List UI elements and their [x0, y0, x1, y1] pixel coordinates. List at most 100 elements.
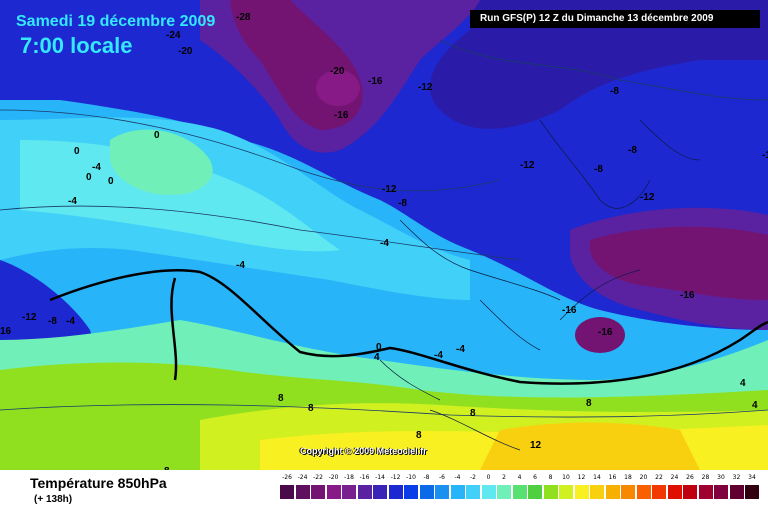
contour-label: -8: [628, 145, 637, 156]
forecast-date: Samedi 19 décembre 2009: [16, 13, 216, 30]
legend-tick-label: 24: [670, 474, 679, 481]
contour-label: -28: [236, 12, 251, 23]
contour-label: -8: [594, 164, 603, 175]
contour-label: -24: [166, 30, 181, 41]
legend-tick-label: -22: [313, 474, 323, 481]
contour-label: 0: [86, 172, 92, 183]
legend-swatch: [745, 485, 759, 499]
contour-label: 0: [376, 342, 382, 353]
contour-label: -1: [762, 150, 768, 161]
contour-label: 4: [740, 378, 746, 389]
contour-label: -16: [598, 327, 613, 338]
legend-swatch: [574, 485, 589, 499]
legend-tick-label: 0: [486, 474, 491, 481]
legend-swatch: [419, 485, 434, 499]
legend-swatch: [295, 485, 310, 499]
legend-tick-label: -12: [390, 474, 401, 481]
legend-swatch: [543, 485, 558, 499]
legend-swatch: [373, 485, 387, 499]
legend-swatch: [714, 485, 728, 499]
contour-label: 0: [74, 146, 80, 157]
legend-tick-label: -8: [423, 474, 430, 481]
contour-label: -8: [48, 316, 57, 327]
legend-tick-label: 28: [701, 474, 710, 481]
legend-tick-label: -24: [297, 474, 308, 481]
copyright-notice: Copyright © 2009 Meteociel.fr: [300, 446, 427, 456]
legend-tick-label: -26: [282, 474, 292, 481]
cold-region-arctic: [140, 0, 768, 129]
near-zero-band: [20, 140, 340, 252]
legend-swatch: [559, 485, 573, 499]
legend-swatch: [590, 485, 604, 499]
legend-tick-label: 2: [502, 474, 506, 481]
cold-pool-center: [316, 70, 360, 106]
legend-tick-label: 26: [686, 474, 694, 481]
zero-isotherm-branch: [170, 277, 178, 381]
legend-tick-label: 32: [732, 474, 741, 481]
contour-label: -12: [22, 312, 37, 323]
legend-swatch: [636, 485, 651, 499]
legend-tick-label: 12: [577, 474, 586, 481]
legend-swatch: [512, 485, 527, 499]
warm-island: [110, 129, 213, 195]
legend-swatch: [435, 485, 449, 499]
legend-tick-label: 22: [655, 474, 663, 481]
forecast-hour: (+ 138h): [34, 494, 73, 505]
contour-label: -4: [66, 316, 75, 327]
cold-pool-east-core: [590, 226, 768, 300]
contour-label: -4: [456, 344, 465, 355]
legend-swatch: [497, 485, 511, 499]
contour-label: 8: [308, 403, 314, 414]
legend-tick-label: 16: [608, 474, 617, 481]
contour-label: 8: [470, 408, 476, 419]
forecast-time: 7:00 locale: [20, 33, 133, 58]
contour-label: -16: [562, 305, 577, 316]
legend-tick-label: 20: [639, 474, 648, 481]
legend-tick-label: 6: [533, 474, 537, 481]
legend-swatch: [388, 485, 403, 499]
legend-tick-label: -10: [406, 474, 416, 481]
contour-label: -16: [680, 290, 695, 301]
contour-label: -16: [334, 110, 349, 121]
temperature-map: [0, 0, 768, 470]
contour-label: 4: [374, 352, 380, 363]
contour-label: -8: [610, 86, 619, 97]
legend-tick-label: -14: [375, 474, 385, 481]
legend-tick-label: 30: [717, 474, 725, 481]
contour-label: 8: [278, 393, 284, 404]
parameter-title: Température 850hPa: [30, 475, 167, 491]
contour-label: -12: [382, 184, 397, 195]
legend-tick-label: 8: [548, 474, 553, 481]
legend-swatch: [683, 485, 697, 499]
zero-isotherm-line: [49, 269, 768, 385]
legend-swatch: [667, 485, 682, 499]
cold-pool-balkans: [575, 317, 625, 353]
contour-label: 0: [154, 130, 160, 141]
contour-label: 8: [586, 398, 592, 409]
warm-region-orange: [480, 422, 700, 470]
legend-tick-label: -6: [439, 474, 445, 481]
contour-label: 16: [0, 326, 12, 337]
legend-tick-label: 10: [562, 474, 570, 481]
legend-tick-label: -20: [328, 474, 339, 481]
legend-tick-label: -18: [344, 474, 354, 481]
legend-swatch: [326, 485, 341, 499]
legend-swatch: [652, 485, 666, 499]
legend-swatch: [605, 485, 620, 499]
legend-swatch: [729, 485, 744, 499]
legend-swatch: [357, 485, 372, 499]
legend-swatch: [450, 485, 465, 499]
contour-label: -12: [640, 192, 655, 203]
legend-tick-label: -2: [470, 474, 476, 481]
legend-swatch: [481, 485, 496, 499]
legend-swatch: [342, 485, 356, 499]
contour-label: -4: [92, 162, 101, 173]
contour-label: 12: [530, 440, 542, 451]
legend-swatch: [466, 485, 480, 499]
legend-tick-label: 34: [748, 474, 756, 481]
contour-label: -4: [434, 350, 443, 361]
contour-label: -4: [380, 238, 389, 249]
model-run-banner: Run GFS(P) 12 Z du Dimanche 13 décembre …: [470, 10, 760, 28]
contour-label: -12: [418, 82, 433, 93]
legend-swatch: [621, 485, 635, 499]
